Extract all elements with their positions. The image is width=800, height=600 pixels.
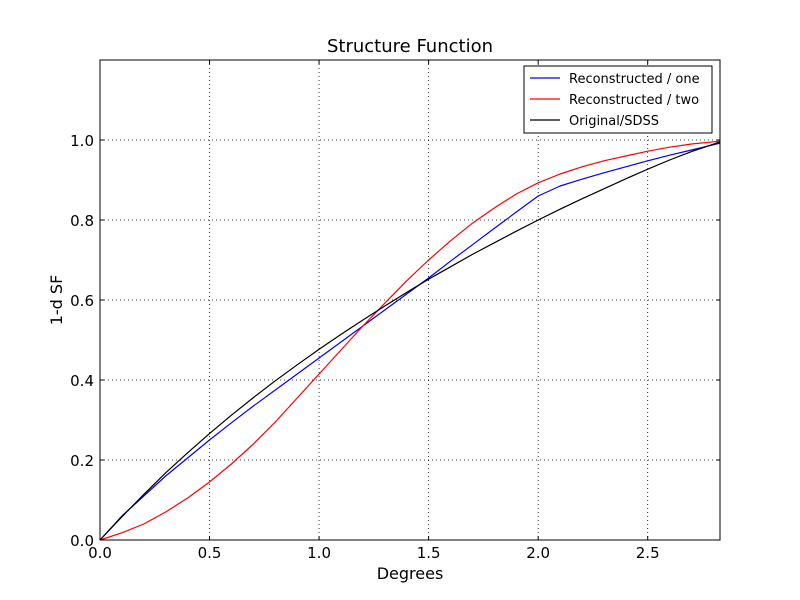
series-line-3 xyxy=(99,141,721,541)
series-line-1 xyxy=(99,142,721,541)
legend-label-3: Original/SDSS xyxy=(569,114,659,129)
legend-label-1: Reconstructed / one xyxy=(569,72,700,87)
y-tick-label: 0.2 xyxy=(70,452,94,470)
legend: Reconstructed / one Reconstructed / two Or… xyxy=(523,65,713,134)
series-lines xyxy=(99,140,721,541)
y-tick-labels: 0.0 0.2 0.4 0.6 0.8 1.0 xyxy=(70,132,94,550)
x-axis-label: Degrees xyxy=(377,564,444,583)
y-tick-label: 1.0 xyxy=(70,132,94,150)
chart-title: Structure Function xyxy=(327,36,493,57)
x-tick-label: 2.0 xyxy=(526,544,550,562)
x-tick-labels: 0.0 0.5 1.0 1.5 2.0 2.5 xyxy=(88,544,660,562)
x-tick-label: 0.0 xyxy=(88,544,112,562)
y-axis-label: 1-d SF xyxy=(47,275,66,326)
series-line-2 xyxy=(99,140,721,541)
y-tick-label: 0.4 xyxy=(70,372,94,390)
x-tick-label: 1.0 xyxy=(307,544,331,562)
y-tick-label: 0.0 xyxy=(70,532,94,550)
y-tick-label: 0.8 xyxy=(70,212,94,230)
legend-label-2: Reconstructed / two xyxy=(569,93,699,108)
x-tick-label: 2.5 xyxy=(636,544,660,562)
y-tick-label: 0.6 xyxy=(70,292,94,310)
x-tick-label: 1.5 xyxy=(417,544,441,562)
x-tick-label: 0.5 xyxy=(198,544,222,562)
ticks xyxy=(99,60,720,541)
